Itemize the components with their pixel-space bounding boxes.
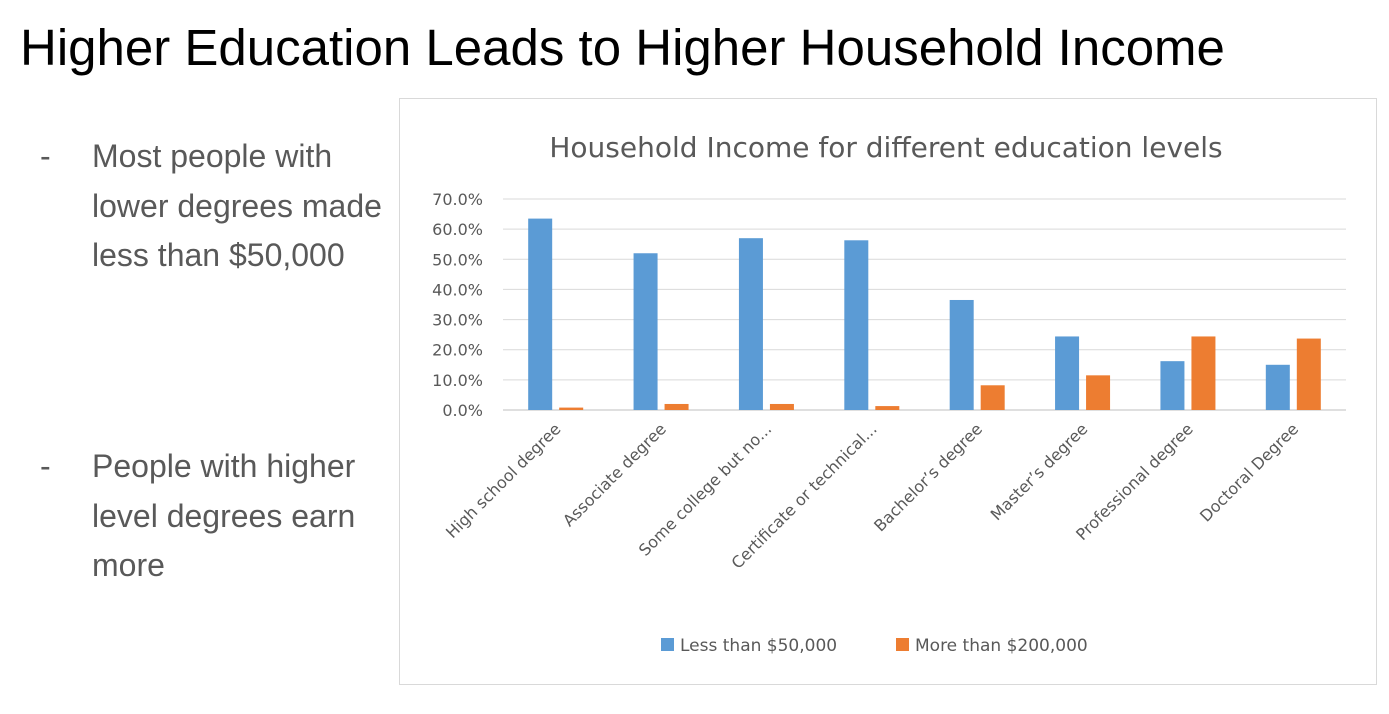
gridlines: [503, 198, 1346, 411]
x-tick-label: Professional degree: [1072, 419, 1197, 544]
x-tick-label: High school degree: [442, 419, 565, 542]
bar-more-than-200000: [664, 403, 689, 410]
legend-swatch: [896, 638, 909, 651]
legend-label: Less than $50,000: [680, 636, 837, 656]
legend-swatch: [661, 638, 674, 651]
bullet-text: Most people with lower degrees made less…: [92, 138, 382, 273]
y-tick-label: 70.0%: [432, 190, 483, 209]
bar-more-than-200000: [1086, 375, 1111, 410]
bar-less-than-50000: [1160, 361, 1185, 410]
bar-less-than-50000: [1055, 336, 1080, 410]
legend-label: More than $200,000: [915, 636, 1088, 656]
bar-more-than-200000: [1191, 336, 1216, 410]
bullet-point-2: - People with higher level degrees earn …: [40, 442, 380, 642]
y-tick-label: 10.0%: [432, 371, 483, 390]
bar-less-than-50000: [633, 253, 658, 410]
chart-title: Household Income for different education…: [549, 131, 1222, 164]
x-tick-label: Associate degree: [559, 419, 670, 530]
x-tick-label: Doctoral Degree: [1196, 419, 1302, 525]
x-tick-label: Bachelor’s degree: [870, 419, 986, 535]
legend: Less than $50,000 More than $200,000: [661, 636, 1088, 656]
slide-title: Higher Education Leads to Higher Househo…: [20, 19, 1225, 76]
bar-less-than-50000: [1265, 364, 1290, 410]
chart-container: Household Income for different education…: [399, 98, 1377, 685]
y-tick-label: 40.0%: [432, 280, 483, 299]
x-tick-label: Master’s degree: [987, 419, 1092, 524]
bar-less-than-50000: [844, 240, 869, 410]
bar-more-than-200000: [1296, 338, 1321, 410]
bar-more-than-200000: [559, 407, 584, 410]
bullet-dash: -: [40, 138, 51, 174]
y-tick-label: 50.0%: [432, 250, 483, 269]
bullet-text: People with higher level degrees earn mo…: [92, 448, 356, 583]
bar-less-than-50000: [528, 218, 553, 410]
y-axis-tick-labels: 0.0% 10.0% 20.0% 30.0% 40.0% 50.0% 60.0% 70.0%: [432, 190, 483, 420]
bar-more-than-200000: [769, 403, 794, 410]
y-tick-label: 20.0%: [432, 341, 483, 360]
bar-less-than-50000: [738, 238, 763, 410]
bar-more-than-200000: [980, 385, 1005, 410]
bars: [528, 218, 1321, 410]
y-tick-label: 30.0%: [432, 311, 483, 330]
y-tick-label: 60.0%: [432, 220, 483, 239]
bullet-point-1: - Most people with lower degrees made le…: [40, 132, 382, 332]
bar-chart: Household Income for different education…: [432, 131, 1346, 656]
y-tick-label: 0.0%: [442, 401, 483, 420]
bar-less-than-50000: [949, 299, 974, 410]
bullet-dash: -: [40, 448, 51, 484]
bar-more-than-200000: [875, 406, 900, 410]
